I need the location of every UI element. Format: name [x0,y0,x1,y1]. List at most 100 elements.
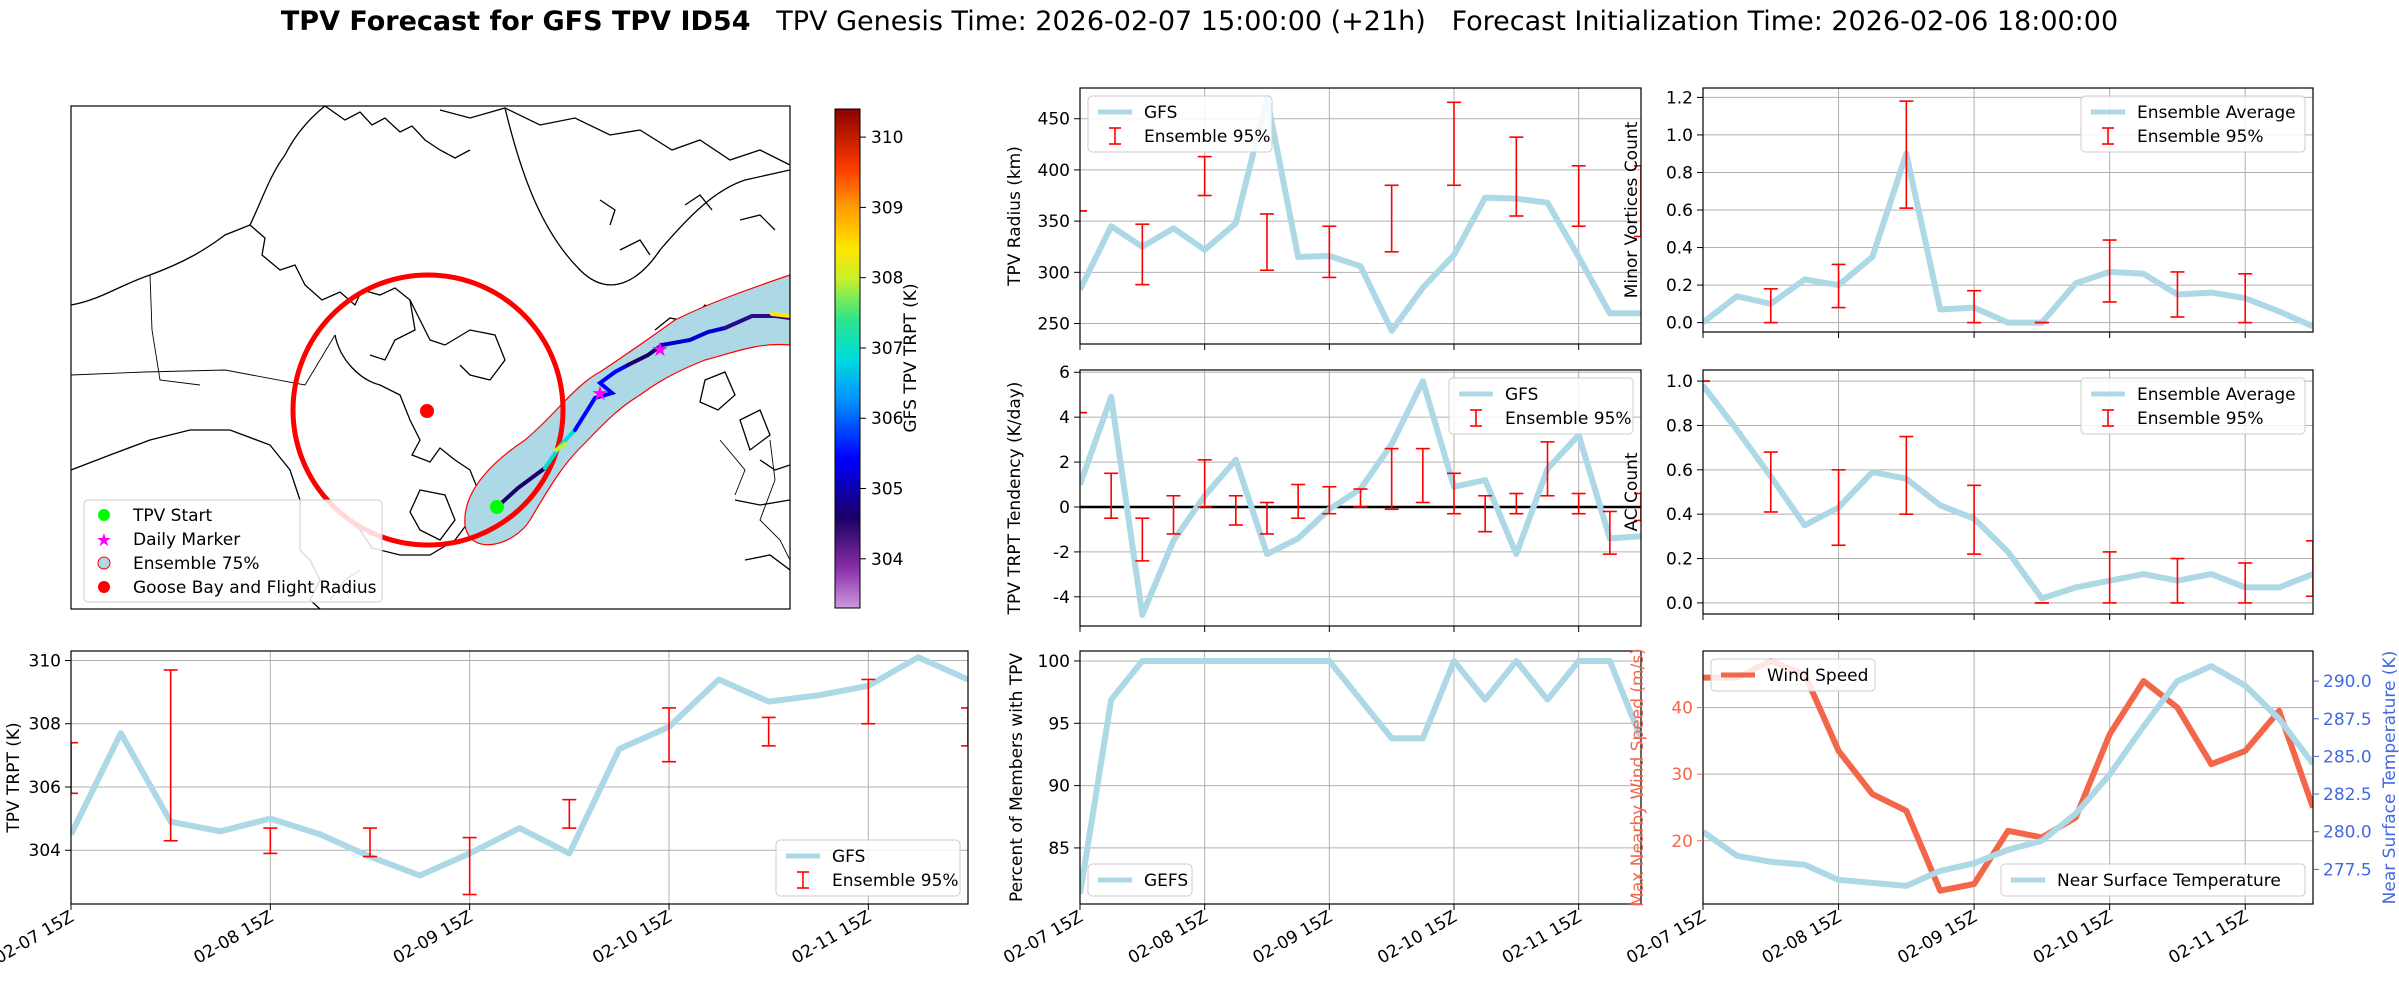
axes-frame [1079,650,1642,905]
legend-box [1710,658,1876,692]
legend-label: Ensemble Average [2137,385,2296,405]
coastline-greenland-east [504,107,790,286]
y-tick-label: 450 [1038,110,1070,130]
y-tick-label: 0 [1059,498,1070,518]
colorbar-tick-label: 309 [871,198,903,218]
track-seg-4 [626,343,664,367]
axes-frame [70,650,969,905]
chart-trpt: 304 306 308 310 TPV TRPT (K) 02-07 15Z 02-08 1… [0,650,969,968]
grid [1079,651,1641,904]
y-tick-label-right: 290.0 [2323,672,2372,692]
x-tick-label: 02-07 15Z [1623,907,1709,968]
y-tick-label: 308 [29,715,61,735]
track-seg-3 [573,363,630,432]
x-tick-label: 02-10 15Z [589,907,675,968]
flight-radius-circle [290,272,566,548]
x-tick-label: 02-07 15Z [1000,907,1086,968]
plot-area [71,654,968,896]
goose-bay-marker [420,404,434,418]
chart-wind_temp: 20 30 40 277.5 280.0 282.5 285.0 287.5 290.0 Near… [1623,648,2399,968]
x-tick-label: 02-09 15Z [390,907,476,968]
track-seg-8 [554,442,567,452]
series-line-ensemble-average [1703,383,2313,602]
colorbar-label: GFS TPV TRPT (K) [901,283,921,432]
legend-label: GEFS [1144,871,1188,891]
y-tick-label: 0.4 [1666,505,1693,525]
y-tick-label: -2 [1053,543,1070,563]
series-line-ensemble-average [1703,150,2313,330]
legend-box [2080,95,2306,153]
y-axis-label: TPV TRPT Tendency (K/day) [1005,382,1025,616]
y-axis-label: TPV TRPT (K) [4,722,24,833]
legend-label: Wind Speed [1767,666,1868,686]
coastline-north-canada [249,224,446,346]
x-tick-label: 02-10 15Z [1374,907,1460,968]
legend-box [2080,377,2306,435]
daily-marker-star-2: ★ [651,337,669,361]
y-axis-label: Max Nearby Wind Speed (m/s) [1628,648,1648,907]
plot-area [1703,100,2313,330]
legend-label: Ensemble 95% [1144,127,1271,147]
plot-area [1703,380,2313,604]
map-panel: ★ ★ TPV Start ★ Daily Marker Ensemble 75… [70,105,921,610]
x-tick-label: 02-08 15Z [191,907,277,968]
legend-label: GFS [1505,385,1538,405]
y-axis-label: Minor Vortices Count [1622,121,1642,298]
legend-label: GFS [832,847,865,867]
y-tick-label: 0.0 [1666,314,1693,334]
x-tick-label: 02-09 15Z [1250,907,1336,968]
axes-frame [1079,369,1642,627]
y-tick-label: 2 [1059,453,1070,473]
y-tick-label: 0.4 [1666,239,1693,259]
red-dot-icon [98,581,110,593]
y-axis-label: Percent of Members with TPV [1007,653,1027,902]
colorbar-ticks: 304 305 306 307 308 309 310 [860,128,903,570]
series-line-gfs [71,654,968,879]
y-tick-label: 0.0 [1666,594,1693,614]
y-tick-label: 1.0 [1666,372,1693,392]
series-line-gefs [1080,658,1641,895]
x-tick-label: 02-11 15Z [789,907,875,968]
series-line-near-surface-temperature [1703,663,2313,889]
legend: Ensemble Average Ensemble 95% [2080,95,2306,153]
map-legend-label-1: Daily Marker [133,530,240,550]
legend-label: Ensemble 95% [2137,409,2264,429]
coastline-british-isles [699,371,771,452]
y-tick-label: 4 [1059,408,1070,428]
y-tick-label: 1.0 [1666,126,1693,146]
y-tick-label: 0.8 [1666,416,1693,436]
chart-tendency: -4 -2 0 2 4 6 TPV TRPT Tendency (K/day) GFS Ense… [1005,363,1642,632]
plot-area [1080,95,1641,334]
tpv-start-marker [490,500,504,514]
coastline-arctic-bits [599,194,776,256]
colorbar-tick-label: 304 [871,550,903,570]
y-tick-label: 6 [1059,363,1070,383]
legend-label: GFS [1144,103,1177,123]
y-tick-label: 0.2 [1666,550,1693,570]
title-init: Forecast Initialization Time: 2026-02-06… [1451,6,2119,37]
y-tick-label: 40 [1671,699,1693,719]
map-legend-label-2: Ensemble 75% [133,554,260,574]
y-tick-label: 85 [1048,839,1070,859]
y-tick-label-right: 277.5 [2323,860,2372,880]
coastline-island-a [369,299,416,361]
legend-box [775,839,961,897]
magenta-star-icon: ★ [96,530,112,551]
y-tick-label-right: 282.5 [2323,785,2372,805]
axes-frame [1702,650,2314,905]
colorbar-tick-label: 308 [871,269,903,289]
x-tick-label: 02-11 15Z [2165,907,2251,968]
x-tick-label: 02-10 15Z [2030,907,2116,968]
y-tick-label: 30 [1671,765,1693,785]
x-tick-label: 02-08 15Z [1125,907,1211,968]
legend: Wind Speed [1710,658,1876,692]
colorbar-gradient [834,108,861,609]
map-legend-label-0: TPV Start [132,506,213,526]
green-dot-icon [98,509,110,521]
legend-label: Near Surface Temperature [2057,871,2281,891]
map-legend-label-3: Goose Bay and Flight Radius [133,578,377,598]
y-tick-label: 100 [1038,652,1070,672]
chart-radius: 250 300 350 400 450 TPV Radius (km) GFS Ensembl… [1005,87,1642,350]
colorbar-tick-label: 307 [871,339,903,359]
track-seg-7 [770,312,790,318]
